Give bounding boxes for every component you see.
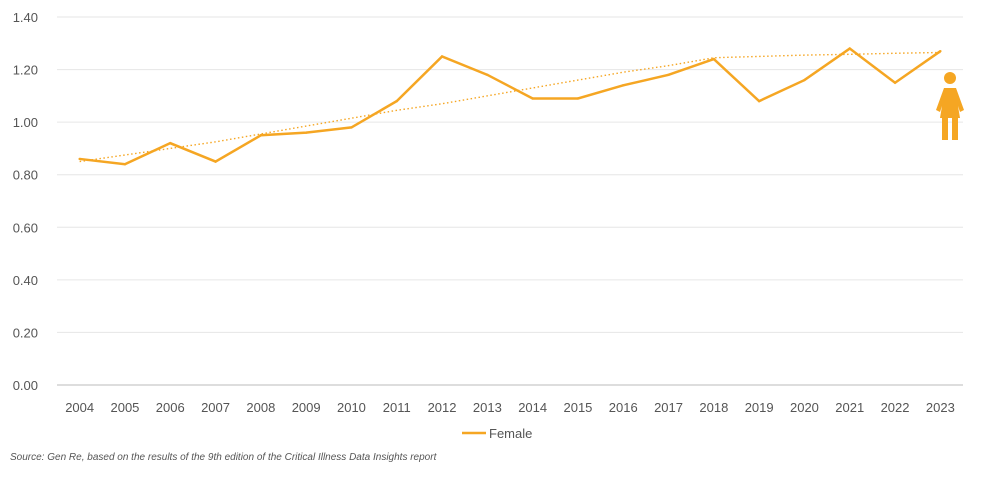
x-axis-ticks: 2004 2005 2006 2007 2008 2009 2010 2011 2012 2013… (65, 400, 955, 415)
grid-lines (57, 16, 963, 333)
x-tick-label: 2006 (156, 400, 185, 415)
data-point (622, 84, 625, 87)
data-point (531, 97, 534, 100)
series-line-female (79, 46, 942, 166)
legend[interactable]: Female (462, 426, 532, 441)
data-point (576, 97, 580, 100)
female-figure-icon (936, 72, 964, 140)
data-points (78, 47, 942, 166)
data-point (893, 81, 897, 84)
y-tick-label: 0.80 (13, 168, 38, 183)
data-point (848, 47, 851, 50)
data-point (304, 131, 308, 134)
x-tick-label: 2019 (745, 400, 774, 415)
y-tick-label: 0.00 (13, 378, 38, 393)
x-tick-label: 2007 (201, 400, 230, 415)
y-tick-label: 0.40 (13, 273, 38, 288)
legend-label-female: Female (489, 426, 532, 441)
x-tick-label: 2016 (609, 400, 638, 415)
trendline (79, 51, 941, 163)
data-point (395, 99, 398, 103)
data-point (486, 73, 489, 77)
y-tick-label: 1.40 (13, 10, 38, 25)
x-tick-label: 2004 (65, 400, 94, 415)
data-point (78, 157, 81, 161)
x-tick-label: 2022 (881, 400, 910, 415)
x-tick-label: 2017 (654, 400, 683, 415)
data-point (214, 160, 217, 163)
x-tick-label: 2008 (246, 400, 275, 415)
data-point (667, 73, 670, 77)
x-tick-label: 2011 (383, 400, 411, 415)
data-point (803, 78, 806, 82)
x-tick-label: 2021 (835, 400, 864, 415)
y-tick-label: 0.60 (13, 220, 38, 235)
x-tick-label: 2005 (110, 400, 139, 415)
x-tick-label: 2013 (473, 400, 502, 415)
data-point (757, 99, 761, 103)
x-tick-label: 2012 (428, 400, 457, 415)
x-tick-label: 2020 (790, 400, 819, 415)
data-point (123, 163, 127, 166)
data-point (259, 134, 263, 137)
data-point (350, 126, 353, 129)
x-tick-label: 2023 (926, 400, 955, 415)
x-tick-label: 2015 (563, 400, 592, 415)
y-tick-label: 1.20 (13, 63, 38, 78)
x-tick-label: 2018 (699, 400, 728, 415)
y-tick-label: 0.20 (13, 325, 38, 340)
y-axis-ticks: 0.00 0.20 0.40 0.60 0.80 1.00 1.20 1.40 (13, 10, 38, 393)
x-tick-label: 2009 (292, 400, 321, 415)
data-point (440, 55, 444, 58)
x-tick-label: 2014 (518, 400, 547, 415)
data-point (169, 141, 172, 145)
source-note: Source: Gen Re, based on the results of … (10, 452, 437, 463)
y-tick-label: 1.00 (13, 115, 38, 130)
x-tick-label: 2010 (337, 400, 366, 415)
data-point (712, 57, 716, 61)
data-point (939, 49, 942, 53)
